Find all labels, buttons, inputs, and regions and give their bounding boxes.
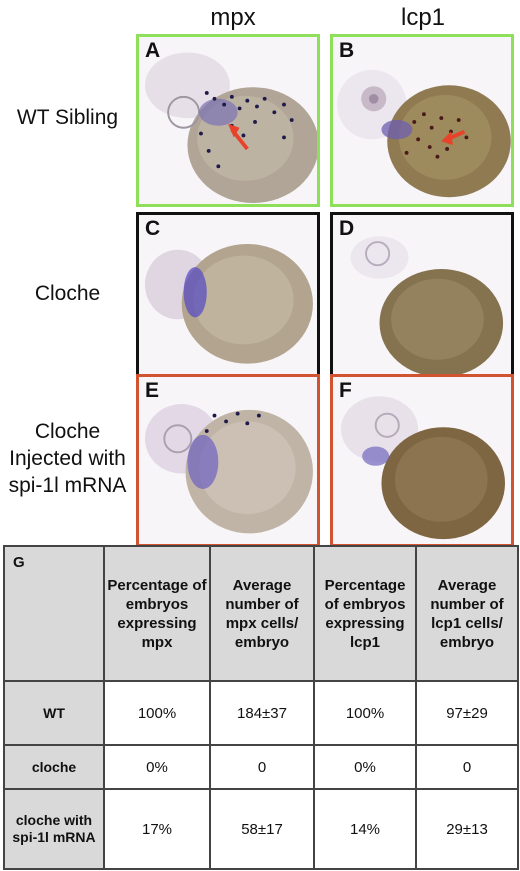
row-label-injected-line2: Injected with bbox=[9, 447, 126, 470]
table-cell: 0% bbox=[103, 744, 211, 790]
table-row: cloche 0% 0 0% 0 bbox=[3, 744, 519, 790]
table-header-cell: Average number of mpx cells/ embryo bbox=[209, 545, 315, 682]
panel-a: A bbox=[136, 34, 320, 207]
embryo-image-b bbox=[337, 69, 511, 198]
row-label-wt-sibling: WT Sibling bbox=[16, 106, 119, 129]
column-header-lcp1: lcp1 bbox=[400, 4, 446, 31]
table-row: cloche with spi-1l mRNA 17% 58±17 14% 29… bbox=[3, 788, 519, 870]
row-label-injected: Cloche Injected with spi-1l mRNA bbox=[0, 418, 135, 499]
table-cell: 58±17 bbox=[209, 788, 315, 870]
table-cell: 100% bbox=[313, 680, 417, 746]
table-cell: 100% bbox=[103, 680, 211, 746]
table-cell: 0 bbox=[415, 744, 519, 790]
embryo-image-a bbox=[144, 52, 317, 204]
column-header-mpx: mpx bbox=[210, 4, 256, 31]
table-row: WT 100% 184±37 100% 97±29 bbox=[3, 680, 519, 746]
table-header-cell: Percentage of embryos expressing lcp1 bbox=[313, 545, 417, 682]
embryo-image-f bbox=[340, 396, 506, 540]
table-cell: 0 bbox=[209, 744, 315, 790]
panel-c: C bbox=[136, 212, 320, 385]
table-cell: 17% bbox=[103, 788, 211, 870]
row-label-injected-line3: spi-1l mRNA bbox=[8, 474, 127, 497]
panel-b: B bbox=[330, 34, 514, 207]
panel-e: E bbox=[136, 374, 320, 547]
panel-label-c: C bbox=[145, 217, 161, 240]
table-cell: 184±37 bbox=[209, 680, 315, 746]
panel-label-d: D bbox=[339, 217, 355, 240]
panel-label-b: B bbox=[339, 39, 355, 62]
results-table: G Percentage of embryos expressing mpx A… bbox=[3, 545, 519, 870]
embryo-image-e bbox=[144, 404, 313, 534]
embryo-image-d bbox=[350, 236, 504, 378]
table-label-g: G bbox=[3, 545, 105, 682]
panel-label-f: F bbox=[339, 379, 352, 402]
table-header-cell: Percentage of embryos expressing mpx bbox=[103, 545, 211, 682]
table-cell: 29±13 bbox=[415, 788, 519, 870]
embryo-image-c bbox=[144, 243, 313, 364]
table-header-row: G Percentage of embryos expressing mpx A… bbox=[3, 545, 519, 682]
table-cell: 0% bbox=[313, 744, 417, 790]
table-cell: 14% bbox=[313, 788, 417, 870]
table-cell: 97±29 bbox=[415, 680, 519, 746]
panel-f: F bbox=[330, 374, 514, 547]
panel-label-e: E bbox=[145, 379, 160, 402]
table-header-cell: Average number of lcp1 cells/ embryo bbox=[415, 545, 519, 682]
table-row-header: WT bbox=[3, 680, 105, 746]
panel-label-a: A bbox=[145, 39, 161, 62]
panel-d: D bbox=[330, 212, 514, 385]
row-label-cloche: Cloche bbox=[34, 282, 101, 305]
row-label-injected-line1: Cloche bbox=[34, 420, 101, 443]
table-row-header: cloche with spi-1l mRNA bbox=[3, 788, 105, 870]
table-row-header: cloche bbox=[3, 744, 105, 790]
